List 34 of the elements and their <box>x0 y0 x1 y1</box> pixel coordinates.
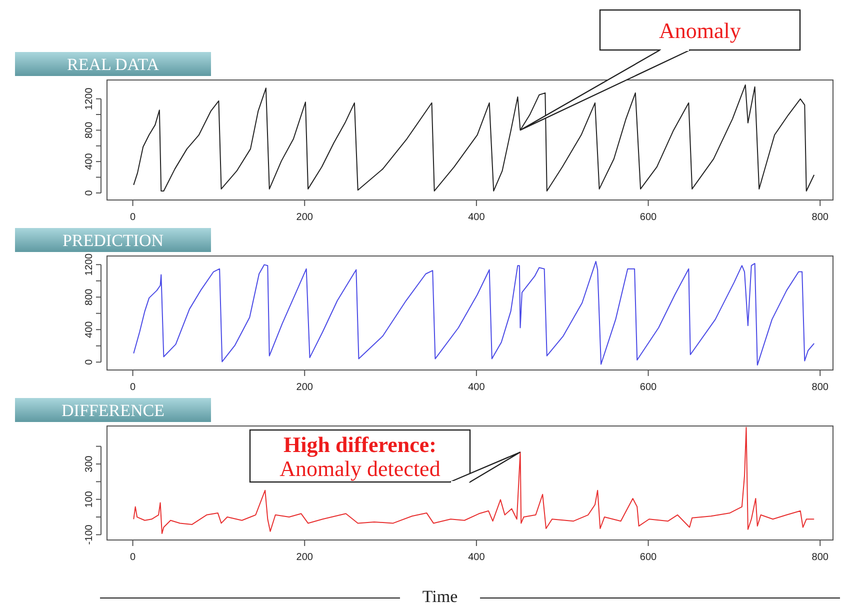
x-tick-label: 400 <box>468 552 486 563</box>
y-tick-label: 800 <box>84 288 95 306</box>
y-tick-label: 800 <box>84 121 95 139</box>
y-tick-label: 0 <box>84 358 95 365</box>
y-tick-label: 300 <box>84 455 95 472</box>
y-tick-label: -100 <box>84 524 95 545</box>
x-tick-label: 0 <box>130 212 136 223</box>
y-tick-label: 400 <box>84 320 95 338</box>
x-tick-label: 400 <box>468 212 486 223</box>
x-tick-label: 0 <box>130 552 136 563</box>
x-tick-label: 200 <box>296 212 314 223</box>
x-tick-label: 400 <box>468 382 486 393</box>
chart-title: PREDICTION <box>62 231 164 250</box>
x-tick-label: 600 <box>640 382 658 393</box>
y-tick-label: 400 <box>84 152 95 170</box>
x-axis-title: Time <box>422 587 458 606</box>
x-tick-label: 600 <box>640 212 658 223</box>
x-tick-label: 800 <box>812 552 829 563</box>
annotation: High difference: Anomaly detected <box>280 432 440 481</box>
x-tick-label: 800 <box>812 212 829 223</box>
x-tick-label: 200 <box>296 552 314 563</box>
x-tick-label: 600 <box>640 552 658 563</box>
x-tick-label: 800 <box>812 382 829 393</box>
y-tick-label: 100 <box>84 490 95 508</box>
y-tick-label: 1200 <box>84 253 95 276</box>
annotation: Anomaly <box>659 18 741 43</box>
x-tick-label: 200 <box>296 382 314 393</box>
x-tick-label: 0 <box>130 382 136 393</box>
chart-title: DIFFERENCE <box>62 401 164 420</box>
y-tick-label: 1200 <box>84 87 95 110</box>
chart-title: REAL DATA <box>67 55 160 74</box>
line-series <box>133 260 815 366</box>
line-series <box>133 426 815 534</box>
y-tick-label: 0 <box>84 190 95 196</box>
